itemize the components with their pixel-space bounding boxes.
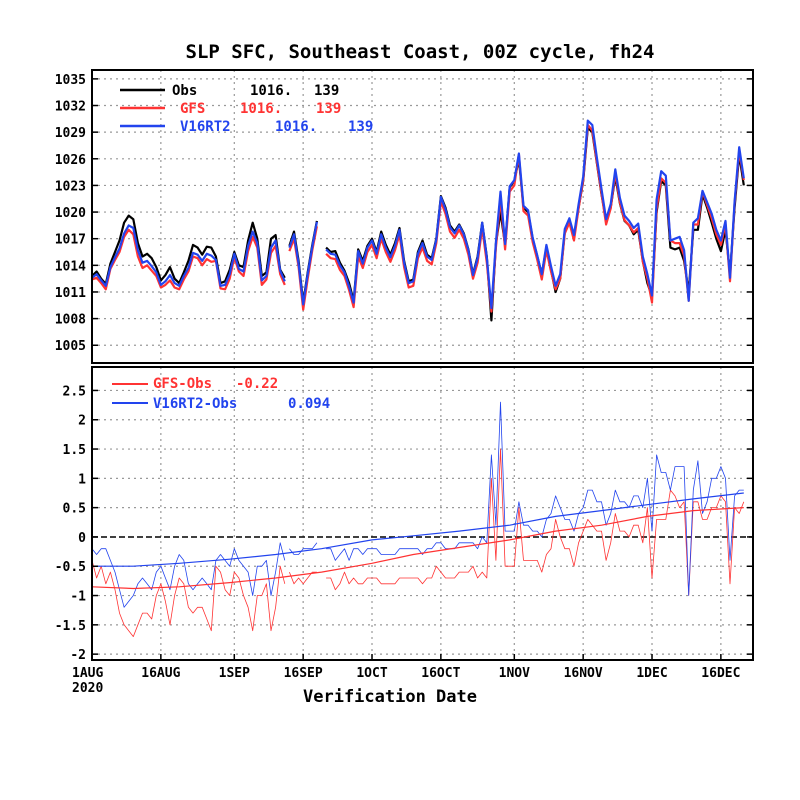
legend-mean-gfs-obs: -0.22 — [236, 376, 278, 392]
x-tick-label-8: 1DEC — [636, 666, 667, 681]
top-ytick-label-2: 1011 — [55, 286, 86, 301]
top-series-gfs-1-seg-2 — [325, 123, 745, 313]
top-ytick-label-1: 1008 — [55, 313, 86, 328]
bottom-series-gfs-obs-0-seg-2 — [326, 448, 745, 596]
bottom-ytick-label-7: 1.5 — [63, 443, 86, 458]
bottom-ytick-label-6: 1 — [78, 472, 86, 487]
top-series-v16rt2-2-seg-0 — [91, 224, 286, 287]
legend-count-v16rt2: 139 — [348, 119, 373, 135]
top-series-obs-0-seg-0 — [91, 214, 286, 286]
x-tick-label-2: 1SEP — [219, 666, 250, 681]
top-ytick-label-10: 1035 — [55, 73, 86, 88]
x-tick-label-0: 1AUG — [72, 666, 103, 681]
top-lines — [91, 119, 745, 322]
x-tick-label-9: 16DEC — [701, 666, 740, 681]
legend-mean-v16rt2-obs: 0.094 — [288, 396, 330, 412]
x-tick-year: 2020 — [72, 681, 103, 696]
bottom-series-v16rt2-obs-1-seg-0 — [91, 542, 286, 608]
legend-mean-obs: 1016. — [250, 83, 292, 99]
top-y-ticks: 1005 1008 1011 1014 1017 1020 1023 1026 1029 1032… — [55, 73, 753, 354]
x-tick-label-3: 16SEP — [284, 666, 323, 681]
bottom-series-v16rt2-obs-1-seg-1 — [289, 542, 318, 555]
bottom-ytick-label-3: -0.5 — [55, 560, 86, 575]
bottom-panel-frame — [91, 366, 754, 661]
top-ytick-label-0: 1005 — [55, 339, 86, 354]
bottom-series-gfs-obs-0-seg-1 — [289, 571, 317, 585]
bottom-series-gfs-obs-0-seg-0 — [91, 560, 286, 637]
bottom-ytick-label-1: -1.5 — [55, 619, 86, 634]
legend-label-gfs-obs: GFS-Obs — [153, 376, 212, 392]
bottom-series-gfs-obs-2-seg-0 — [91, 507, 744, 590]
bottom-series-v16rt2-obs-3-seg-0 — [92, 492, 744, 567]
x-tick-label-5: 16OCT — [421, 666, 460, 681]
top-series-v16rt2-2-seg-2 — [325, 119, 745, 310]
bottom-ytick-label-9: 2.5 — [63, 384, 86, 399]
legend-count-obs: 139 — [314, 83, 339, 99]
top-ytick-label-6: 1023 — [55, 179, 86, 194]
legend-label-v16rt2-obs: V16RT2-Obs — [153, 396, 237, 412]
bottom-legend: GFS-Obs -0.22 V16RT2-Obs 0.094 — [112, 376, 330, 412]
bottom-ytick-label-4: 0 — [78, 531, 86, 546]
top-ytick-label-8: 1029 — [55, 126, 86, 141]
top-grid — [92, 70, 753, 363]
top-legend: Obs 1016. 139 GFS 1016. 139 V16RT2 1016.… — [120, 83, 373, 135]
top-ytick-label-3: 1014 — [55, 259, 86, 274]
bottom-y-ticks: -2 -1.5 -1 -0.5 0 0.5 1 1.5 2 2.5 — [55, 384, 753, 663]
x-tick-label-7: 16NOV — [564, 666, 603, 681]
top-ytick-label-9: 1032 — [55, 100, 86, 115]
legend-count-gfs: 139 — [316, 101, 341, 117]
bottom-grid — [92, 367, 753, 660]
top-ytick-label-7: 1026 — [55, 153, 86, 168]
legend-label-v16rt2: V16RT2 — [180, 119, 231, 135]
chart-title: SLP SFC, Southeast Coast, 00Z cycle, fh2… — [186, 41, 655, 63]
bottom-lines — [91, 401, 745, 637]
bottom-ytick-label-5: 0.5 — [63, 502, 86, 517]
top-series-v16rt2-2-seg-1 — [288, 221, 318, 306]
top-ytick-label-4: 1017 — [55, 233, 86, 248]
legend-mean-v16rt2: 1016. — [275, 119, 317, 135]
bottom-series-v16rt2-obs-1-seg-2 — [326, 401, 744, 596]
x-tick-label-4: 1OCT — [356, 666, 387, 681]
legend-mean-gfs: 1016. — [240, 101, 282, 117]
top-ytick-label-5: 1020 — [55, 206, 86, 221]
x-tick-label-6: 1NOV — [499, 666, 530, 681]
bottom-ytick-label-8: 2 — [78, 414, 86, 429]
x-axis-label: Verification Date — [303, 687, 477, 707]
bottom-ytick-label-0: -2 — [70, 648, 86, 663]
legend-label-gfs: GFS — [180, 101, 205, 117]
top-panel-frame — [91, 69, 754, 364]
bottom-ytick-label-2: -1 — [70, 590, 86, 605]
x-ticks: 1AUG 16AUG 1SEP 16SEP 1OCT 16OCT 1NOV 16NOV 1DEC… — [72, 654, 740, 681]
x-tick-label-1: 16AUG — [141, 666, 180, 681]
legend-label-obs: Obs — [172, 83, 197, 99]
